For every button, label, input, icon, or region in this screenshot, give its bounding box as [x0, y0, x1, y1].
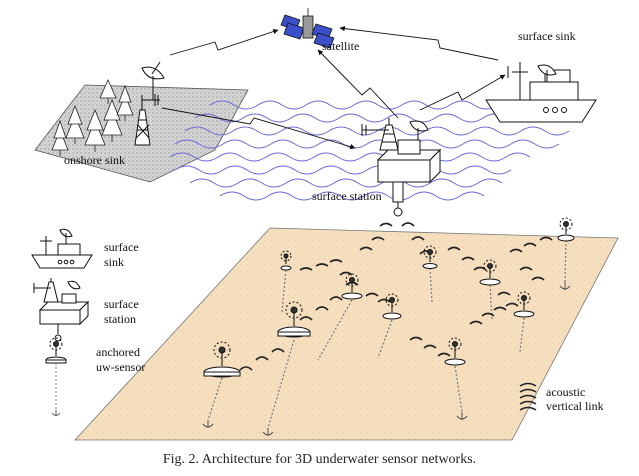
onshore-sink-equipment — [134, 61, 165, 146]
legend-surface-sink-label-2: sink — [104, 255, 125, 269]
anchors — [202, 282, 571, 436]
legend-sensor-icon — [45, 337, 67, 416]
legend-surface-station-label-2: station — [104, 312, 136, 326]
legend-surface-sink-icon — [31, 228, 93, 269]
legend-surface-sink-label-1: surface — [104, 240, 139, 254]
legend-sensor-label-2: uw-sensor — [96, 360, 146, 374]
link-sink-satellite — [339, 25, 499, 61]
anchor-lines — [207, 239, 567, 429]
label-onshore-sink: onshore sink — [64, 153, 125, 167]
sensor-9 — [422, 245, 438, 269]
legend-acoustic-icon — [519, 382, 537, 411]
sensor-6 — [513, 291, 535, 318]
sensor-2 — [277, 301, 311, 338]
figure-caption: Fig. 2. Architecture for 3D underwater s… — [162, 452, 477, 467]
link-onshore-station — [161, 107, 356, 150]
sensor-3 — [341, 273, 363, 300]
seabed — [74, 227, 619, 441]
sensor-7 — [479, 259, 501, 286]
uw-sensors — [203, 217, 575, 378]
radio-links — [161, 25, 506, 150]
legend-sensor-label-1: anchored — [96, 345, 140, 359]
legend-acoustic-label-2: vertical link — [546, 399, 604, 413]
sensor-5 — [444, 337, 466, 366]
sensor-1 — [203, 341, 241, 378]
surface-sink-ship — [485, 62, 597, 123]
legend-surface-station-label-1: surface — [104, 297, 139, 311]
label-surface-sink: surface sink — [518, 29, 576, 43]
label-satellite: satellite — [322, 39, 360, 53]
acoustic-links — [239, 222, 553, 371]
link-onshore-satellite — [169, 28, 279, 56]
sensor-4 — [382, 293, 402, 320]
legend-surface-station-icon — [33, 278, 90, 342]
satellite-icon — [280, 8, 335, 49]
link-station-sink — [419, 74, 506, 111]
legend-acoustic-label-1: acoustic — [546, 385, 586, 399]
sensor-10 — [280, 250, 292, 271]
trees — [51, 79, 134, 156]
label-surface-station: surface station — [312, 189, 382, 203]
surface-station — [361, 118, 442, 217]
sensor-8 — [557, 217, 575, 242]
link-station-satellite — [317, 49, 399, 119]
